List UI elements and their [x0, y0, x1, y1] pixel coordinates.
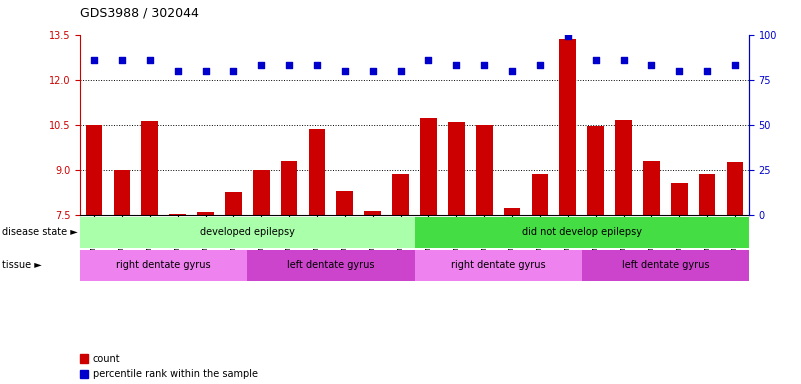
Text: tissue ►: tissue ► [2, 260, 42, 270]
Bar [308, 129, 325, 215]
Text: right dentate gyrus: right dentate gyrus [451, 260, 545, 270]
Point [115, 57, 128, 63]
Bar [114, 170, 131, 215]
Point [87, 57, 100, 63]
Bar [364, 210, 381, 215]
Point [450, 62, 463, 68]
Bar [280, 161, 297, 215]
Bar [169, 214, 186, 215]
Bar [671, 184, 687, 215]
Bar [336, 191, 353, 215]
Point [701, 68, 714, 74]
Bar [253, 170, 270, 215]
Text: left dentate gyrus: left dentate gyrus [622, 260, 709, 270]
Bar [420, 118, 437, 215]
Point [311, 62, 324, 68]
Point [255, 62, 268, 68]
Text: GDS3988 / 302044: GDS3988 / 302044 [80, 6, 199, 19]
Point [673, 68, 686, 74]
Text: count: count [93, 354, 120, 364]
Text: disease state ►: disease state ► [2, 227, 78, 237]
Text: left dentate gyrus: left dentate gyrus [288, 260, 375, 270]
Point [283, 62, 296, 68]
Bar [142, 121, 158, 215]
Bar [197, 212, 214, 215]
Point [422, 57, 435, 63]
Point [477, 62, 490, 68]
Bar [86, 126, 103, 215]
Bar [225, 192, 242, 215]
Point [339, 68, 352, 74]
Point [366, 68, 379, 74]
Bar [615, 120, 632, 215]
Bar [532, 174, 548, 215]
Point [590, 57, 602, 63]
Bar [559, 39, 576, 215]
Point [562, 33, 574, 40]
Point [394, 68, 407, 74]
Bar [476, 125, 493, 215]
Bar [504, 209, 521, 215]
Text: right dentate gyrus: right dentate gyrus [116, 260, 211, 270]
Point [171, 68, 184, 74]
Point [729, 62, 742, 68]
Point [617, 57, 630, 63]
Bar [698, 174, 715, 215]
Bar [643, 161, 660, 215]
Point [645, 62, 658, 68]
Point [505, 68, 518, 74]
Point [143, 57, 156, 63]
Bar [392, 174, 409, 215]
Point [199, 68, 212, 74]
Text: developed epilepsy: developed epilepsy [200, 227, 295, 237]
Point [533, 62, 546, 68]
Bar [448, 122, 465, 215]
Point [227, 68, 239, 74]
Bar [587, 126, 604, 215]
Bar [727, 162, 743, 215]
Text: did not develop epilepsy: did not develop epilepsy [521, 227, 642, 237]
Text: percentile rank within the sample: percentile rank within the sample [93, 369, 258, 379]
